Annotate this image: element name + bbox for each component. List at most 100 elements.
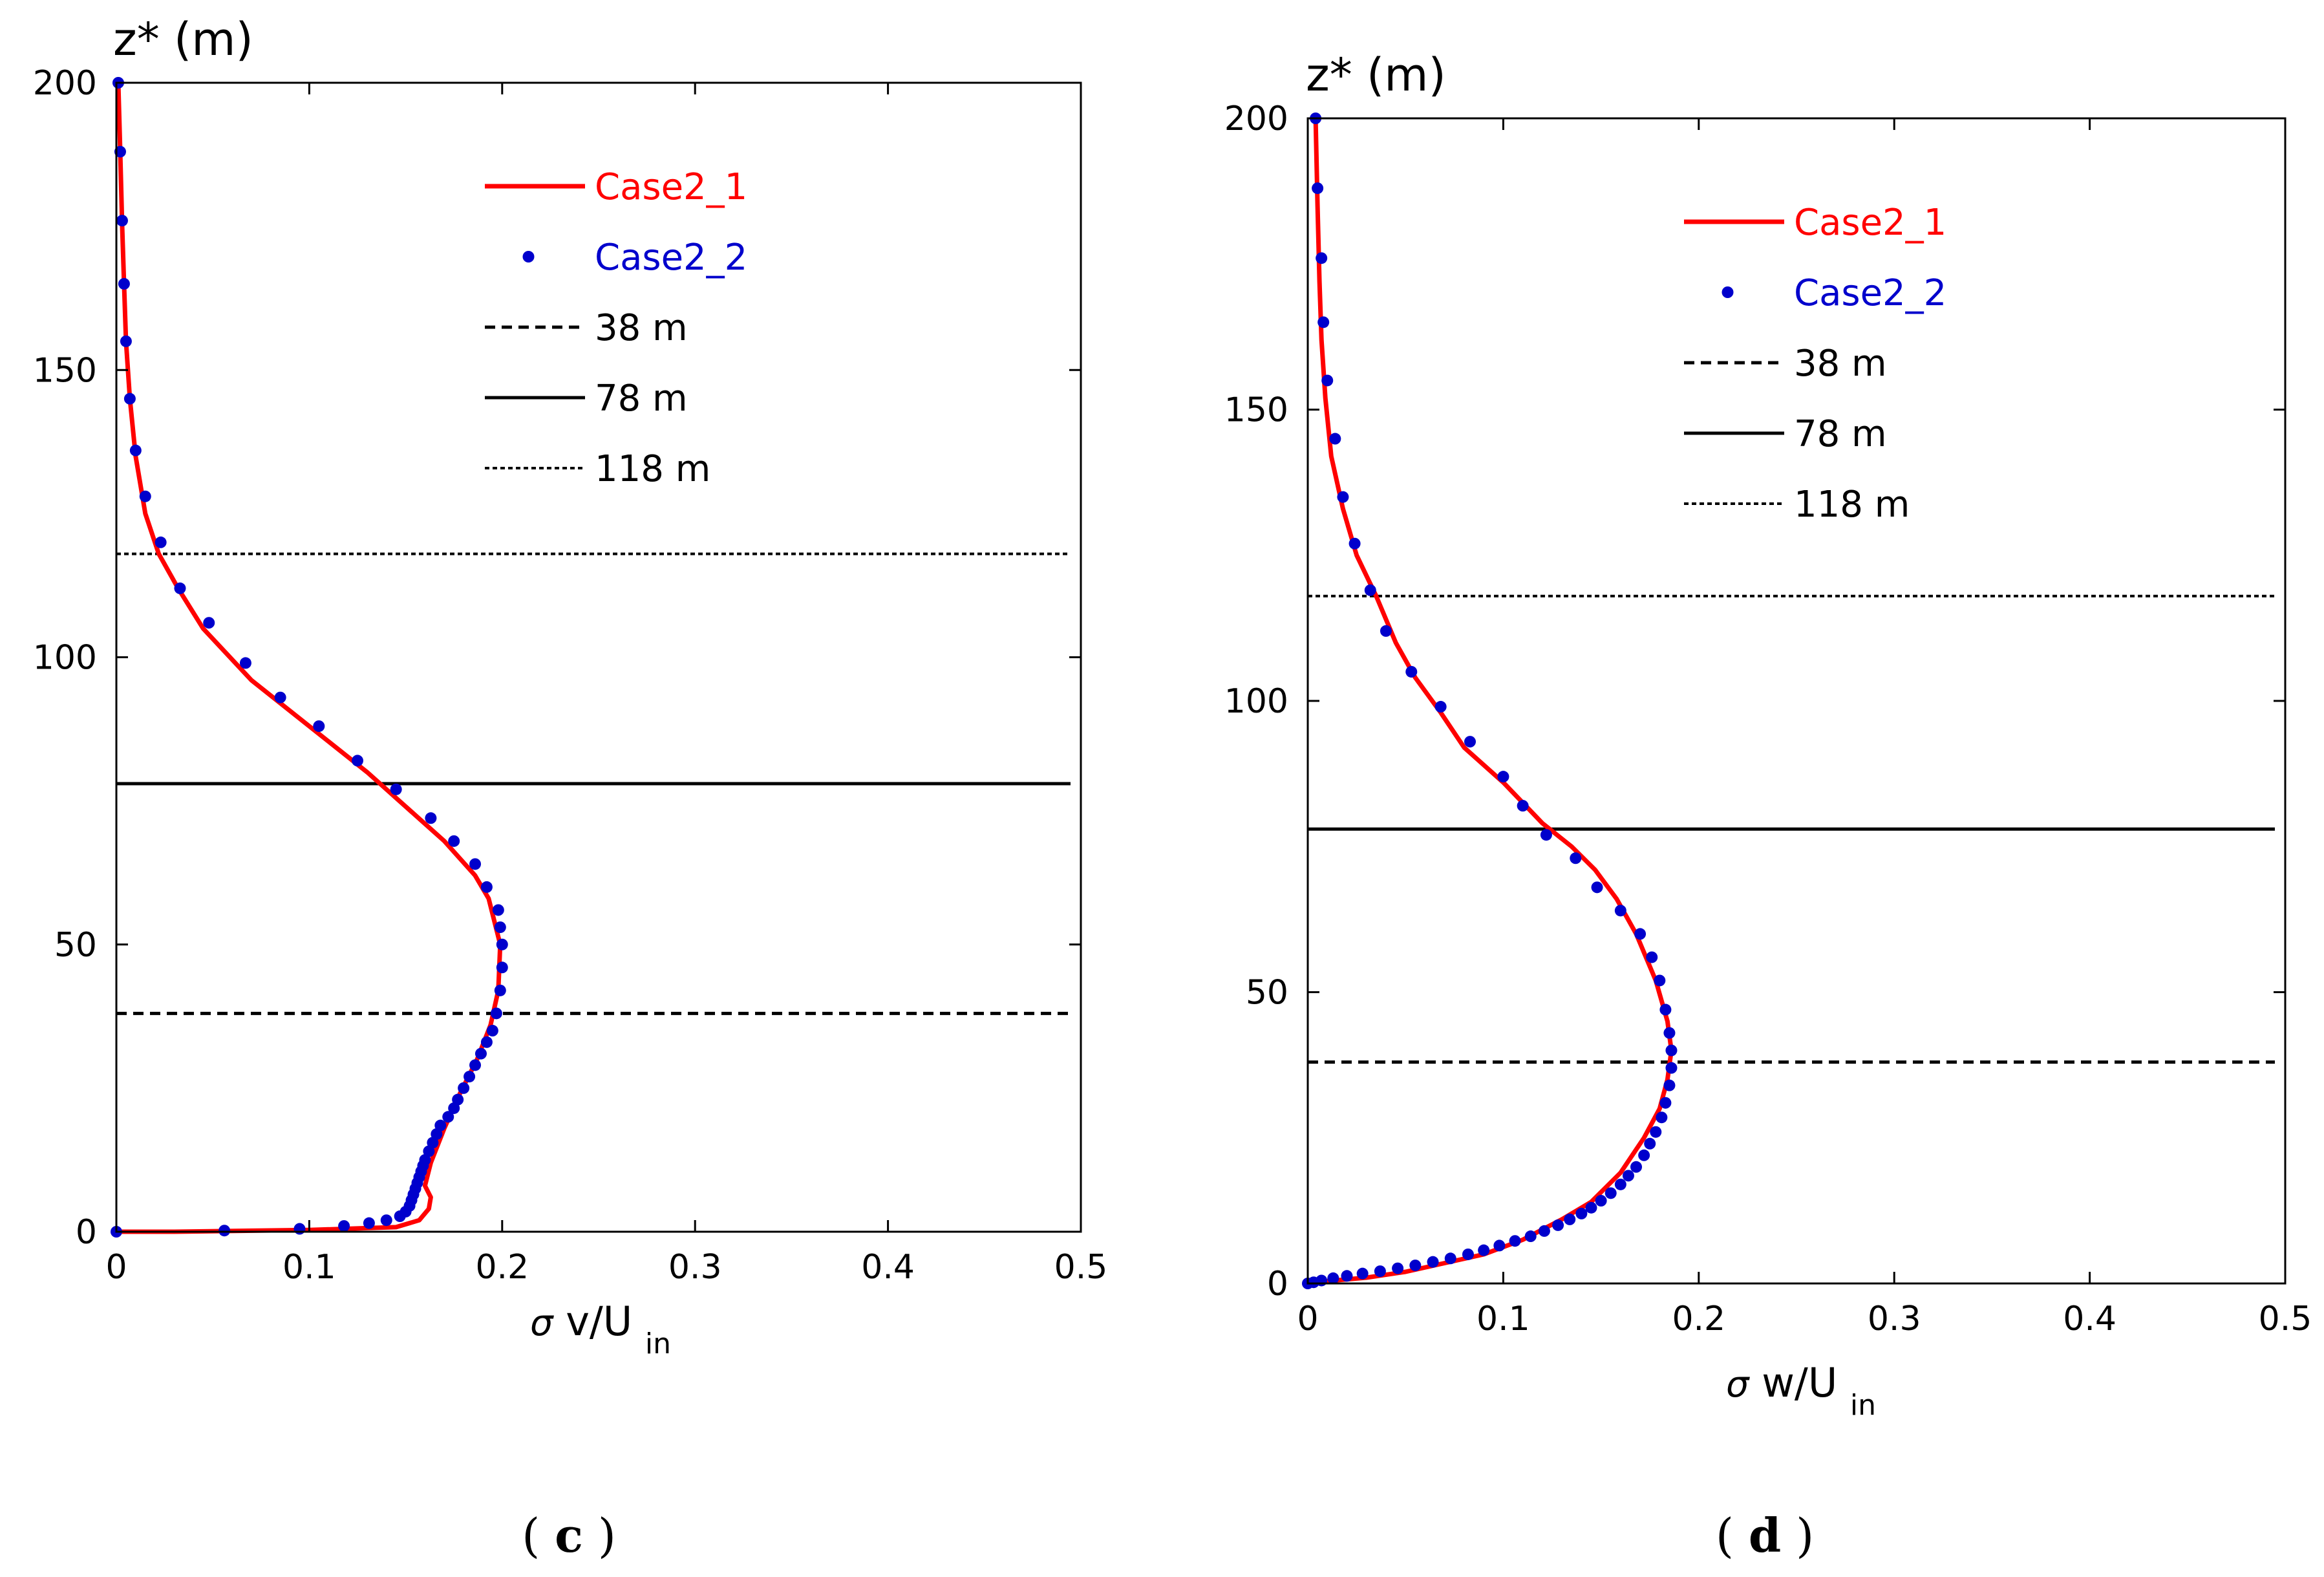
series-point-Case2_2	[1312, 182, 1324, 195]
series-point-Case2_2	[1654, 974, 1666, 987]
x-axis-label-subscript: in	[645, 1327, 671, 1360]
series-point-Case2_2	[1538, 1225, 1550, 1237]
series-point-Case2_2	[480, 881, 493, 893]
series-point-Case2_2	[496, 938, 508, 950]
series-point-Case2_2	[464, 1071, 476, 1083]
legend-label: 78 m	[1794, 413, 1887, 455]
legend-label: 78 m	[595, 378, 688, 420]
series-point-Case2_2	[1364, 584, 1376, 596]
series-point-Case2_2	[1317, 316, 1330, 328]
series-point-Case2_2	[1564, 1213, 1576, 1225]
series-point-Case2_2	[1552, 1219, 1564, 1231]
legend-label: Case2_1	[1794, 202, 1946, 244]
legend: Case2_1 Case2_2 38 m 78 m 118 m	[485, 166, 747, 490]
series-point-Case2_2	[1405, 665, 1418, 678]
x-axis-label-sigma: σ	[530, 1302, 554, 1344]
y-tick-label: 0	[76, 1213, 97, 1252]
series-point-Case2_2	[1444, 1252, 1456, 1265]
series-point-Case2_2	[448, 835, 460, 847]
x-tick-label: 0.1	[283, 1248, 336, 1287]
y-tick-label: 150	[1224, 391, 1288, 430]
series-point-Case2_2	[1585, 1201, 1597, 1214]
series-point-Case2_2	[1493, 1239, 1506, 1252]
series-point-Case2_2	[120, 335, 132, 347]
series-point-Case2_2	[1464, 736, 1476, 748]
series-point-Case2_2	[1595, 1195, 1607, 1207]
x-tick-label: 0.3	[668, 1248, 722, 1287]
series-point-Case2_2	[492, 904, 504, 916]
series-point-Case2_2	[1614, 905, 1626, 917]
caption-close-paren: )	[598, 1508, 616, 1563]
y-tick-label: 200	[1224, 100, 1288, 138]
x-axis-label-main: w/U	[1762, 1359, 1837, 1406]
y-tick-label: 100	[33, 639, 97, 678]
series-point-Case2_2	[1638, 1149, 1650, 1161]
series-point-Case2_2	[1591, 881, 1603, 894]
x-tick-label: 0.5	[2259, 1300, 2312, 1338]
legend-label: Case2_1	[595, 166, 747, 208]
series-point-Case2_2	[1337, 491, 1349, 503]
x-tick-label: 0.1	[1476, 1300, 1530, 1338]
caption-open-paren: (	[1716, 1508, 1734, 1563]
series-point-Case2_2	[352, 755, 363, 767]
series-point-Case2_2	[1570, 852, 1582, 864]
legend-label: 118 m	[1794, 484, 1910, 526]
series-point-Case2_2	[390, 783, 402, 795]
panel-caption: ( c )	[522, 1508, 616, 1563]
series-point-Case2_2	[434, 1119, 447, 1132]
series-point-Case2_2	[203, 617, 215, 629]
legend: Case2_1 Case2_2 38 m 78 m 118 m	[1684, 202, 1946, 526]
series-point-Case2_2	[1478, 1244, 1490, 1256]
series-point-Case2_2	[116, 215, 128, 227]
x-axis-label-sigma: σ	[1726, 1364, 1750, 1406]
series-point-Case2_2	[458, 1082, 470, 1094]
series-point-Case2_2	[118, 277, 130, 290]
caption-letter: c	[555, 1508, 583, 1563]
y-tick-label: 150	[33, 351, 97, 390]
series-point-Case2_2	[486, 1025, 498, 1037]
x-tick-label: 0.4	[861, 1248, 915, 1287]
series-point-Case2_2	[219, 1225, 231, 1237]
series-point-Case2_2	[1663, 1027, 1676, 1039]
series-point-Case2_2	[1659, 1003, 1672, 1016]
series-point-Case2_2	[239, 657, 251, 669]
legend-label: 118 m	[595, 448, 710, 490]
legend-marker	[522, 251, 535, 263]
series-point-Case2_2	[1327, 1272, 1339, 1284]
series-point-Case2_2	[1462, 1248, 1474, 1260]
series-line-Case2_1	[1307, 118, 1674, 1286]
series-point-Case2_2	[1316, 1274, 1328, 1287]
series-point-Case2_2	[1622, 1170, 1634, 1182]
y-tick-label: 200	[33, 64, 97, 103]
legend-label: 38 m	[1794, 343, 1887, 385]
series-point-Case2_2	[1356, 1267, 1369, 1280]
x-tick-label: 0.5	[1054, 1248, 1108, 1287]
series-line-Case2_1	[116, 82, 503, 1234]
series-point-Case2_2	[1665, 1044, 1678, 1057]
y-tick-label: 50	[1246, 974, 1288, 1013]
caption-open-paren: (	[522, 1508, 540, 1563]
series-point-Case2_2	[1374, 1265, 1386, 1278]
series-point-Case2_2	[1540, 829, 1552, 841]
series-point-Case2_2	[1663, 1079, 1676, 1091]
series-point-Case2_2	[1434, 701, 1447, 713]
caption-close-paren: )	[1796, 1508, 1814, 1563]
series-point-Case2_2	[1665, 1062, 1678, 1074]
series-point-Case2_2	[1646, 951, 1658, 963]
series-point-Case2_2	[469, 1059, 482, 1071]
series-point-Case2_2	[494, 921, 506, 934]
caption-letter: d	[1749, 1508, 1781, 1563]
series-point-Case2_2	[490, 1007, 502, 1020]
x-axis-label: σ w/U in	[1726, 1359, 1876, 1422]
x-axis-label-subscript: in	[1850, 1389, 1876, 1422]
series-point-Case2_2	[1604, 1187, 1617, 1199]
series-point-Case2_2	[1349, 537, 1361, 550]
series-point-Case2_2	[293, 1223, 306, 1235]
series-point-Case2_2	[1497, 771, 1509, 783]
series-point-Case2_2	[1634, 928, 1647, 940]
series-point-Case2_2	[1427, 1256, 1439, 1268]
series-point-Case2_2	[1524, 1230, 1537, 1243]
series-point-Case2_2	[1321, 374, 1334, 387]
